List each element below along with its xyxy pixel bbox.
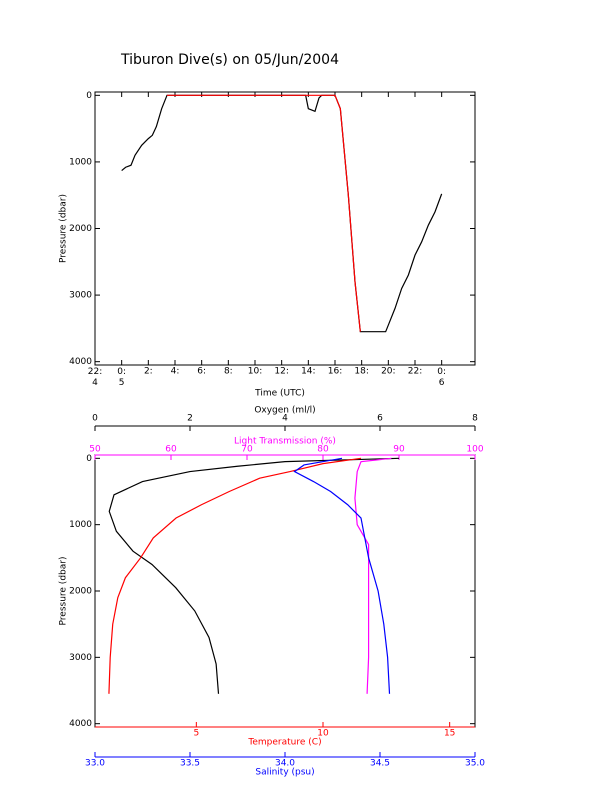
x-tick-label: 15: [444, 729, 455, 739]
x-tick-label: 60: [165, 445, 177, 455]
x-tick-label: 8: [472, 414, 478, 424]
x-tick-label: 80: [317, 445, 329, 455]
x-tick-label: 10:: [248, 367, 262, 377]
x-axis-label: Oxygen (ml/l): [254, 406, 315, 416]
data-line: [354, 457, 392, 694]
x-tick-label: 10: [317, 729, 329, 739]
x-tick-label: 2:: [144, 367, 153, 377]
y-tick-label: 4000: [69, 357, 92, 367]
x-tick-label: 0: 5: [117, 367, 126, 388]
x-tick-label: 34.0: [275, 759, 295, 769]
y-tick-label: 2000: [69, 587, 92, 597]
x-tick-label: 5: [193, 729, 199, 739]
y-axis-label: Pressure (dbar): [59, 194, 69, 263]
y-tick-label: 2000: [69, 224, 92, 234]
x-tick-label: 0: 6: [437, 367, 446, 388]
y-tick-label: 4000: [69, 719, 92, 729]
data-line: [108, 457, 400, 694]
x-tick-label: 12:: [274, 367, 288, 377]
x-tick-label: 34.5: [370, 759, 390, 769]
x-tick-label: 16:: [328, 367, 342, 377]
x-tick-label: 14:: [301, 367, 315, 377]
x-tick-label: 50: [89, 445, 101, 455]
x-tick-label: 100: [466, 445, 483, 455]
x-tick-label: 6: [377, 414, 383, 424]
y-tick-label: 0: [86, 454, 92, 464]
x-tick-label: 22: 4: [88, 367, 102, 388]
plot-frame: [94, 91, 476, 366]
data-line: [108, 457, 362, 694]
x-tick-label: 6:: [197, 367, 206, 377]
x-tick-label: 33.5: [180, 759, 200, 769]
y-tick-label: 0: [86, 91, 92, 101]
x-tick-label: 4: [282, 414, 288, 424]
x-tick-label: 33.0: [85, 759, 105, 769]
x-axis-label: Light Transmission (%): [234, 437, 336, 447]
x-tick-label: 8:: [224, 367, 233, 377]
data-line: [167, 94, 361, 332]
chart-title: Tiburon Dive(s) on 05/Jun/2004: [120, 52, 339, 68]
x-axis-label: Temperature (C): [247, 738, 321, 748]
y-tick-label: 1000: [69, 520, 92, 530]
x-tick-label: 2: [187, 414, 193, 424]
x-tick-label: 0: [92, 414, 98, 424]
y-tick-label: 3000: [69, 291, 92, 301]
x-tick-label: 20:: [381, 367, 395, 377]
x-tick-label: 90: [393, 445, 405, 455]
data-line: [293, 457, 391, 694]
y-axis-label: Pressure (dbar): [59, 557, 69, 626]
x-tick-label: 70: [241, 445, 253, 455]
x-tick-label: 4:: [171, 367, 180, 377]
y-tick-label: 1000: [69, 157, 92, 167]
x-tick-label: 18:: [354, 367, 368, 377]
x-tick-label: 22:: [408, 367, 422, 377]
x-axis-label: Time (UTC): [254, 389, 305, 399]
x-tick-label: 35.0: [465, 759, 485, 769]
y-tick-label: 3000: [69, 653, 92, 663]
x-axis-label: Salinity (psu): [255, 768, 314, 778]
